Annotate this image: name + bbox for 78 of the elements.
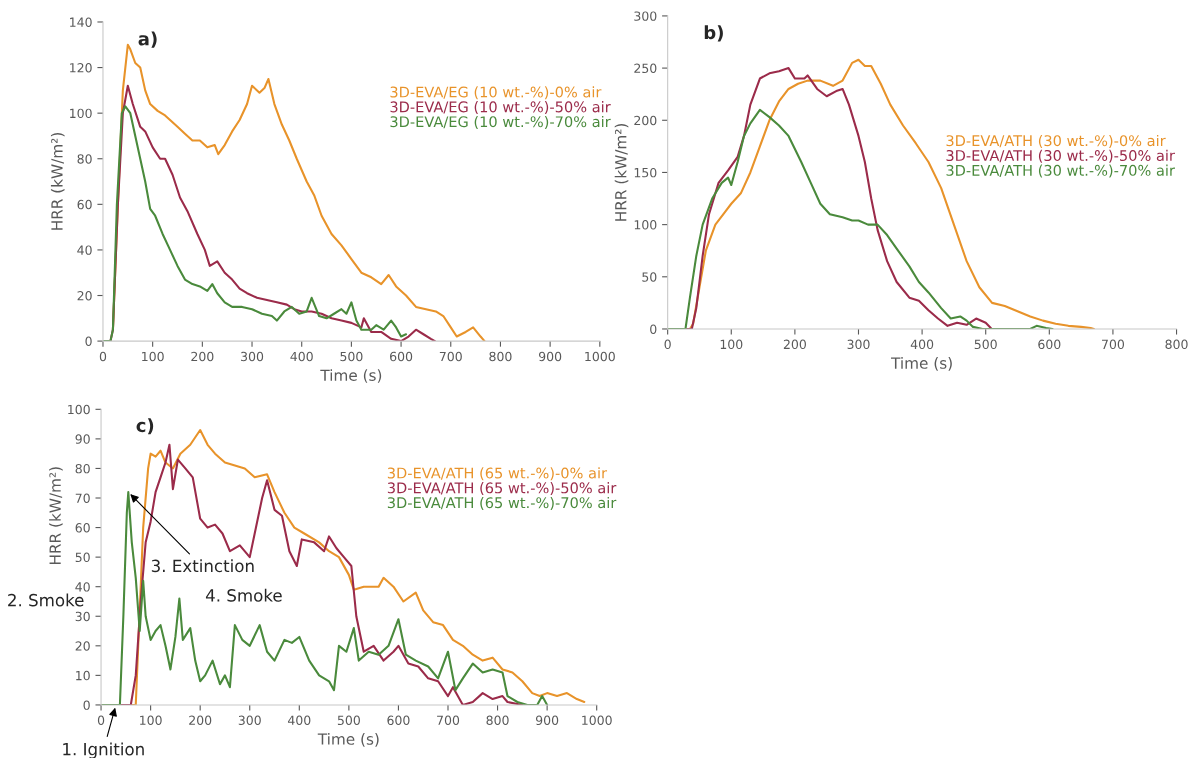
annotation: 4. Smoke	[205, 588, 282, 602]
y-axis-title: HRR (kW/m²)	[614, 123, 629, 221]
y-tick-label: 0	[83, 700, 90, 710]
x-tick-label: 400	[287, 715, 311, 726]
x-tick-label: 700	[437, 715, 460, 726]
y-tick-label: 50	[75, 552, 90, 563]
text: 2. Smoke	[8, 593, 84, 607]
x-tick-label: 200	[191, 351, 214, 362]
text: 3D-EVA/ATH (30 wt.-%)-50% air	[946, 149, 1175, 163]
y-tick-label: 20	[77, 290, 92, 301]
y-tick-label: 80	[77, 154, 92, 164]
x-tick-label: 900	[538, 351, 562, 362]
y-tick-label: 100	[68, 404, 90, 415]
x-axis-title: Time (s)	[891, 357, 952, 371]
y-tick-label: 60	[77, 199, 92, 210]
y-tick-label: 250	[634, 63, 657, 74]
x-tick-label: 1000	[582, 715, 612, 726]
y-tick-label: 80	[75, 463, 90, 474]
x-tick-label: 100	[720, 339, 743, 350]
x-tick-label: 0	[97, 715, 105, 726]
y-tick-label: 30	[75, 611, 90, 622]
text: 3D-EVA/ATH (30 wt.-%)-70% air	[946, 164, 1175, 178]
x-tick-label: 0	[664, 339, 671, 350]
x-tick-label: 100	[142, 351, 164, 362]
x-tick-label: 600	[1038, 339, 1061, 350]
y-tick-label: 50	[642, 272, 657, 282]
x-tick-label: 100	[140, 715, 162, 726]
y-tick-label: 40	[77, 245, 92, 255]
x-tick-label: 400	[910, 339, 934, 350]
x-tick-label: 300	[847, 339, 870, 350]
y-tick-label: 70	[75, 493, 90, 503]
text: 3D-EVA/EG (10 wt.-%)-0% air	[390, 86, 602, 100]
x-axis-title: Time (s)	[320, 369, 382, 383]
x-tick-label: 500	[337, 715, 360, 726]
x-tick-label: 0	[99, 351, 107, 362]
y-tick-label: 100	[70, 108, 92, 119]
text: 3D-EVA/EG (10 wt.-%)-50% air	[390, 101, 611, 115]
x-tick-label: 800	[489, 351, 512, 362]
annotation: 1. Ignition	[63, 742, 144, 758]
x-tick-label: 800	[1165, 339, 1188, 350]
chart-title: b)	[704, 25, 723, 42]
x-tick-label: 400	[290, 351, 313, 362]
chart-title: c)	[136, 418, 154, 435]
x-tick-label: 1000	[585, 351, 615, 362]
x-tick-label: 500	[340, 351, 363, 362]
x-tick-label: 800	[486, 715, 509, 726]
annotation: 3. Extinction	[151, 559, 254, 573]
y-tick-label: 90	[75, 434, 90, 444]
text: 3D-EVA/ATH (65 wt.-%)-0% air	[387, 467, 608, 481]
y-tick-label: 150	[634, 167, 657, 178]
text: 3D-EVA/ATH (65 wt.-%)-70% air	[387, 496, 617, 510]
x-tick-label: 500	[974, 339, 997, 350]
y-tick-label: 10	[76, 670, 90, 681]
y-tick-label: 60	[75, 523, 90, 533]
y-axis-title: HRR (kW/m²)	[50, 133, 65, 230]
x-tick-label: 200	[783, 339, 806, 350]
y-axis-title: HRR (kW/m²)	[49, 467, 63, 565]
y-tick-label: 140	[70, 17, 92, 27]
x-tick-label: 300	[241, 351, 264, 362]
x-tick-label: 600	[387, 715, 410, 726]
y-tick-label: 40	[75, 582, 90, 592]
x-tick-label: 700	[1102, 339, 1125, 350]
y-tick-label: 120	[70, 63, 92, 73]
x-tick-label: 200	[189, 715, 212, 726]
y-tick-label: 100	[634, 220, 657, 230]
x-tick-label: 300	[238, 715, 261, 726]
y-tick-label: 300	[634, 11, 657, 21]
y-tick-label: 20	[75, 641, 90, 651]
x-tick-label: 900	[535, 715, 559, 726]
x-tick-label: 700	[439, 351, 462, 362]
chart-title: a)	[138, 31, 157, 48]
x-tick-label: 600	[390, 351, 413, 362]
text: 3D-EVA/ATH (65 wt.-%)-50% air	[387, 482, 617, 496]
y-tick-label: 0	[650, 324, 657, 334]
y-tick-label: 200	[634, 115, 657, 126]
text: 3D-EVA/EG (10 wt.-%)-70% air	[390, 115, 611, 129]
x-axis-title: Time (s)	[317, 733, 379, 747]
series-label: 3D-EVA/ATH (30 wt.-%)-0% air	[946, 134, 1166, 148]
